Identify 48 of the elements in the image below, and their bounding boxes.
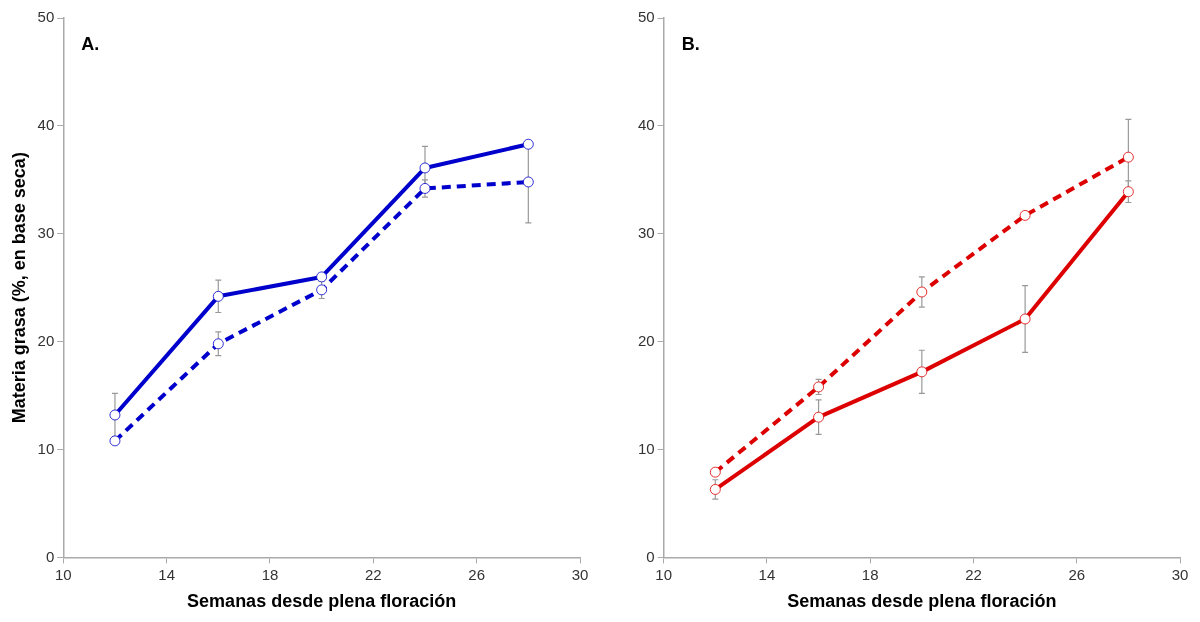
point [522, 176, 534, 188]
y-tick-label: 40 [37, 116, 55, 134]
y-tick-label: 10 [638, 439, 655, 457]
point [916, 366, 928, 378]
point [916, 286, 928, 298]
x-tick-label: 22 [965, 565, 982, 583]
y-tick-label: 30 [638, 223, 655, 241]
x-axis-title: Semanas desde plena floración [787, 591, 1057, 612]
point [1122, 186, 1134, 198]
y-tick-label: 30 [37, 223, 55, 241]
point [419, 183, 431, 194]
x-tick-label: 30 [1171, 565, 1189, 583]
x-tick-label: 10 [54, 565, 72, 583]
y-tick-label: 40 [638, 116, 655, 134]
x-tick-label: 30 [571, 565, 589, 583]
y-tick-label: 20 [37, 331, 55, 349]
y-tick-label: 50 [638, 8, 655, 26]
y-tick-label: 0 [646, 547, 655, 565]
point [212, 290, 224, 302]
point [316, 271, 328, 283]
point [1019, 313, 1031, 325]
point [813, 411, 824, 423]
x-tick-label: 18 [861, 565, 879, 583]
point [109, 409, 121, 421]
x-tick-label: 10 [655, 565, 673, 583]
text: A. [81, 33, 100, 54]
point [709, 466, 721, 478]
y-tick-label: 0 [45, 547, 55, 565]
x-tick-label: 22 [364, 565, 382, 583]
point [316, 284, 328, 296]
point [1122, 151, 1134, 163]
x-tick-label: 14 [158, 565, 175, 583]
y-tick-label: 50 [37, 8, 55, 26]
point [212, 338, 224, 350]
y-axis-title: Materia grasa (%, en base seca) [8, 152, 29, 424]
x-tick-label: 14 [758, 565, 776, 583]
point [709, 484, 721, 495]
y-tick-label: 10 [37, 439, 55, 457]
y-tick-label: 20 [638, 331, 655, 349]
point [419, 162, 431, 174]
text: B. [681, 33, 700, 54]
x-tick-label: 26 [468, 565, 485, 583]
point [109, 435, 121, 447]
point [1019, 210, 1031, 221]
x-tick-label: 26 [1068, 565, 1086, 583]
x-tick-label: 18 [261, 565, 279, 583]
x-axis-title: Semanas desde plena floración [187, 591, 457, 612]
point [522, 138, 534, 150]
